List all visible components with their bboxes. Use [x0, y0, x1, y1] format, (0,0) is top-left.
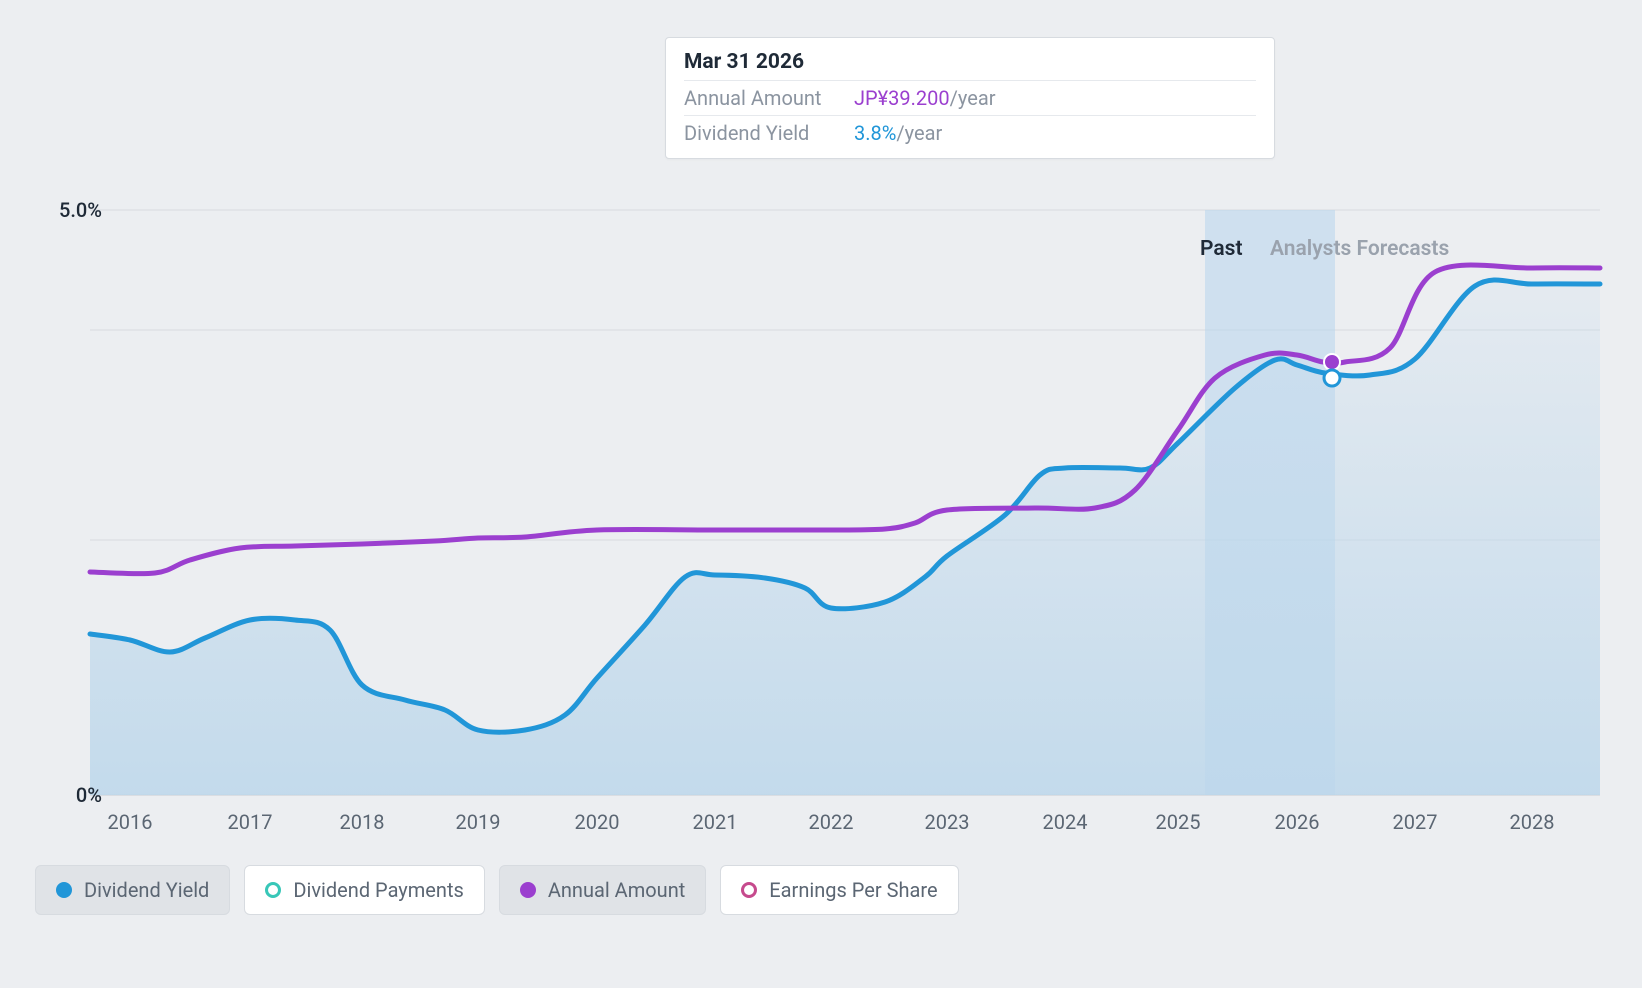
- tooltip-value: 3.8%/year: [854, 121, 942, 145]
- x-axis-label: 2023: [925, 810, 970, 834]
- tooltip-key: Dividend Yield: [684, 121, 854, 145]
- x-axis-label: 2021: [693, 810, 738, 834]
- x-axis-labels: 2016 2017 2018 2019 2020 2021 2022 2023 2024 2025…: [35, 810, 1610, 840]
- legend-ring-icon: [265, 882, 281, 898]
- x-axis-label: 2025: [1156, 810, 1201, 834]
- legend-item-dividend-yield[interactable]: Dividend Yield: [35, 865, 230, 915]
- legend-item-earnings-per-share[interactable]: Earnings Per Share: [720, 865, 958, 915]
- tooltip-date: Mar 31 2026: [684, 50, 1256, 80]
- annotation-forecast: Analysts Forecasts: [1270, 237, 1449, 261]
- x-axis-label: 2016: [108, 810, 153, 834]
- legend-label: Annual Amount: [548, 878, 685, 902]
- legend-label: Dividend Payments: [293, 878, 463, 902]
- tooltip-row-yield: Dividend Yield 3.8%/year: [684, 115, 1256, 150]
- x-axis-label: 2020: [575, 810, 620, 834]
- legend-dot-icon: [56, 882, 72, 898]
- x-axis-label: 2019: [456, 810, 501, 834]
- y-axis-label: 5.0%: [22, 198, 102, 222]
- chart-legend: Dividend Yield Dividend Payments Annual Am…: [35, 865, 959, 915]
- tooltip-value: JP¥39.200/year: [854, 86, 996, 110]
- x-axis-label: 2024: [1043, 810, 1088, 834]
- legend-dot-icon: [520, 882, 536, 898]
- legend-label: Dividend Yield: [84, 878, 209, 902]
- legend-ring-icon: [741, 882, 757, 898]
- x-axis-label: 2027: [1393, 810, 1438, 834]
- x-axis-label: 2022: [809, 810, 854, 834]
- y-axis-label: 0%: [22, 783, 102, 807]
- x-axis-label: 2028: [1510, 810, 1555, 834]
- chart-tooltip: Mar 31 2026 Annual Amount JP¥39.200/year…: [665, 37, 1275, 159]
- x-axis-label: 2018: [340, 810, 385, 834]
- tooltip-row-amount: Annual Amount JP¥39.200/year: [684, 80, 1256, 115]
- legend-label: Earnings Per Share: [769, 878, 937, 902]
- legend-item-annual-amount[interactable]: Annual Amount: [499, 865, 706, 915]
- tooltip-key: Annual Amount: [684, 86, 854, 110]
- x-axis-label: 2017: [228, 810, 273, 834]
- x-axis-label: 2026: [1275, 810, 1320, 834]
- legend-item-dividend-payments[interactable]: Dividend Payments: [244, 865, 484, 915]
- annotation-past: Past: [1200, 237, 1243, 261]
